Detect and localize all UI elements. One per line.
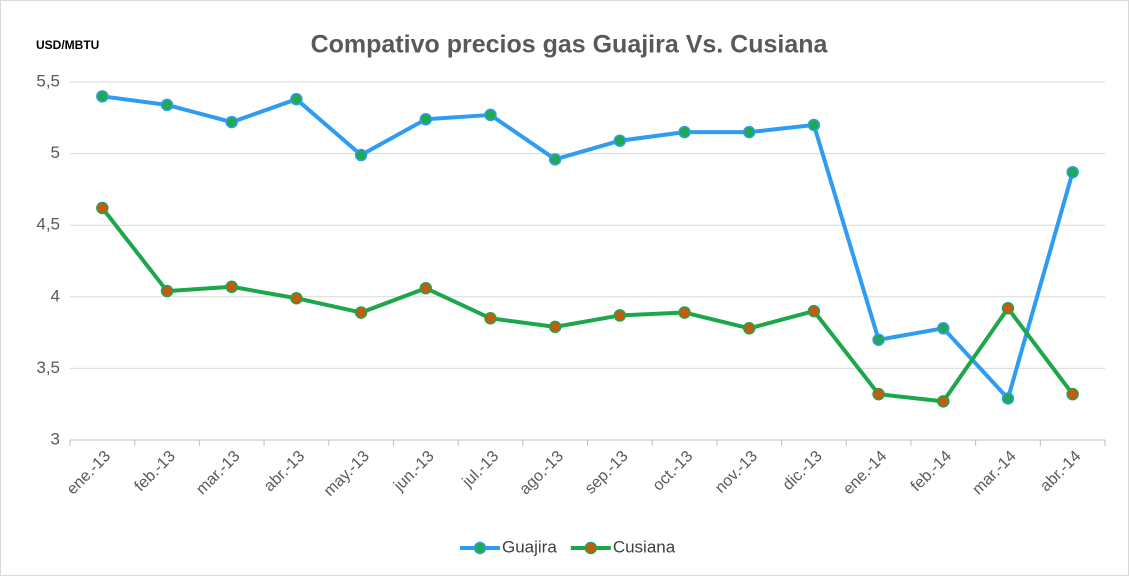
- series-line: [102, 94, 1075, 401]
- point: [807, 304, 821, 318]
- point: [1066, 165, 1079, 179]
- point: [96, 201, 109, 215]
- legend-label: Cusiana: [613, 537, 676, 556]
- legend-marker: [473, 541, 487, 555]
- point: [160, 284, 174, 298]
- point: [742, 125, 756, 139]
- y-tick-label: 5,5: [36, 71, 60, 90]
- point: [613, 309, 627, 322]
- point: [484, 108, 497, 122]
- point: [678, 306, 691, 319]
- chart-title: Compativo precios gas Guajira Vs. Cusian…: [311, 31, 829, 59]
- point: [548, 320, 562, 334]
- point: [742, 322, 756, 335]
- point: [613, 134, 627, 147]
- point: [1066, 387, 1079, 401]
- point: [548, 153, 562, 166]
- legend-label: Guajira: [502, 537, 557, 556]
- point: [354, 306, 368, 319]
- point: [937, 395, 950, 408]
- point: [1001, 302, 1015, 315]
- point: [872, 387, 885, 401]
- point: [225, 115, 238, 129]
- point: [419, 281, 433, 295]
- point: [96, 90, 109, 103]
- y-tick-label: 5: [51, 143, 60, 162]
- point: [290, 92, 303, 106]
- point: [937, 322, 950, 335]
- point: [290, 291, 303, 305]
- series-line: [100, 206, 1075, 404]
- y-tick-label: 4: [51, 286, 60, 305]
- point: [1001, 392, 1015, 405]
- legend-marker: [584, 541, 598, 555]
- point: [807, 118, 821, 132]
- point: [678, 125, 691, 139]
- point: [160, 98, 174, 112]
- y-tick-label: 4,5: [36, 215, 60, 234]
- y-tick-label: 3,5: [36, 358, 60, 377]
- point: [225, 280, 238, 294]
- point: [419, 112, 433, 126]
- point: [484, 312, 497, 325]
- point: [354, 148, 368, 162]
- y-tick-label: 3: [51, 429, 60, 448]
- y-axis-label: USD/MBTU: [36, 38, 99, 52]
- point: [872, 333, 885, 347]
